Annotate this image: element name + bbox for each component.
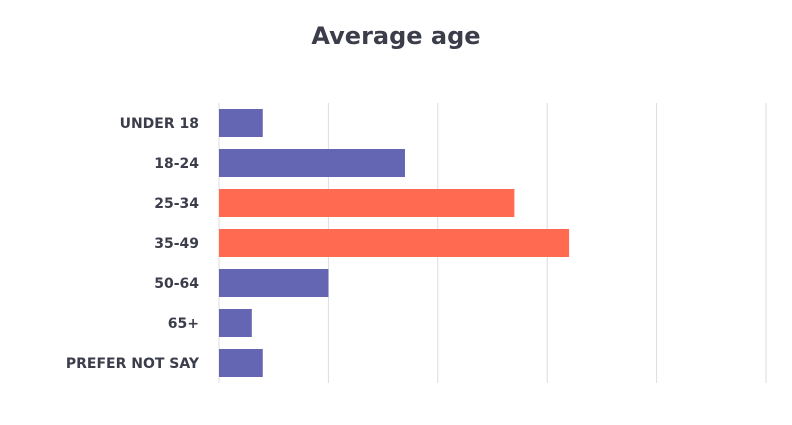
bar xyxy=(219,189,515,217)
category-label: 50-64 xyxy=(154,276,199,292)
bar xyxy=(219,109,263,137)
bar xyxy=(219,149,405,177)
bar xyxy=(219,269,329,297)
category-label: UNDER 18 xyxy=(120,116,199,132)
category-label: 65+ xyxy=(168,316,199,332)
bar xyxy=(219,229,570,257)
category-label: 35-49 xyxy=(154,236,199,252)
category-labels: UNDER 18 18-24 25-34 35-49 50-64 65+ PREFER NO… xyxy=(66,116,200,372)
bars xyxy=(219,109,570,377)
chart-title: Average age xyxy=(311,22,481,50)
bar xyxy=(219,349,263,377)
category-label: 18-24 xyxy=(154,156,199,172)
category-label: 25-34 xyxy=(154,196,199,212)
category-label: PREFER NOT SAY xyxy=(66,356,200,372)
bar xyxy=(219,309,252,337)
